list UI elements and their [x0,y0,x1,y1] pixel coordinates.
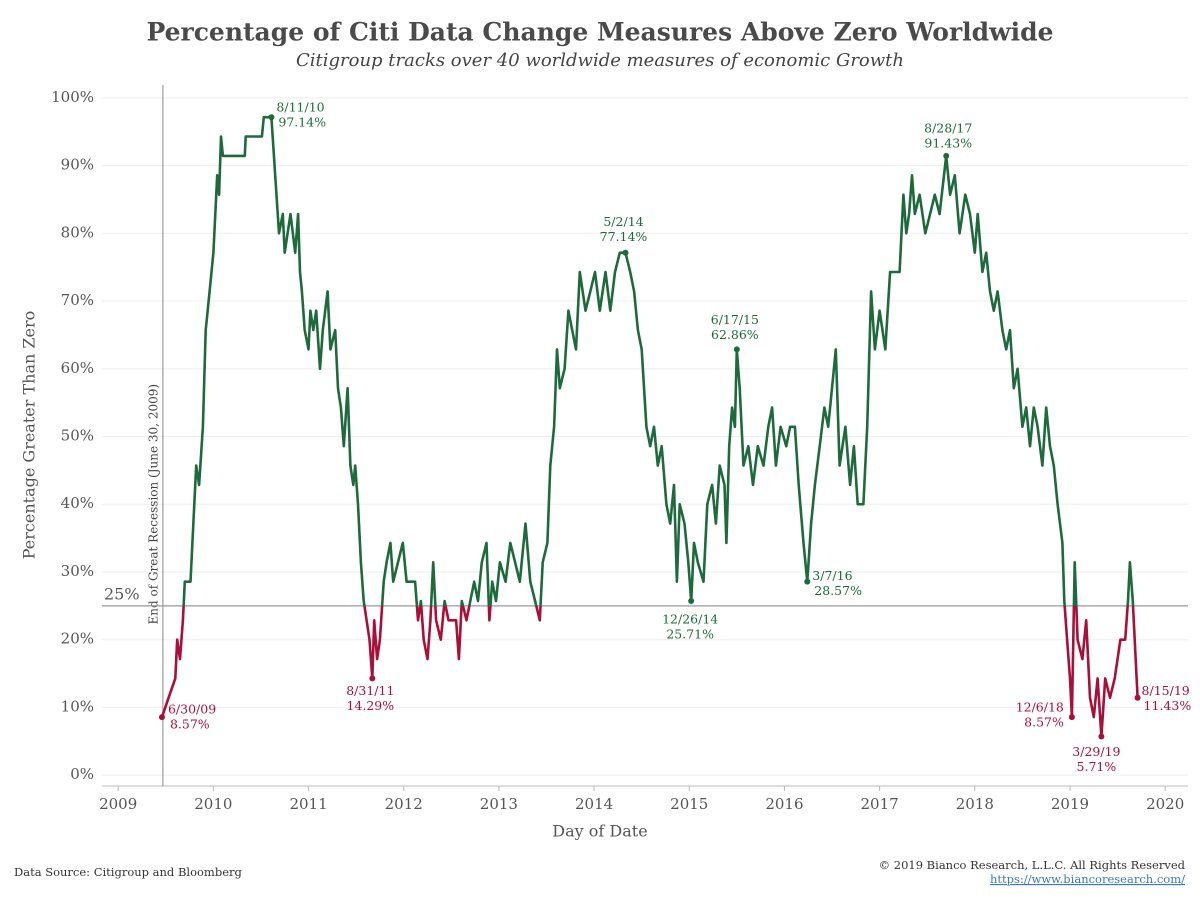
threshold-label: 25% [104,584,140,603]
annotation-value: 25.71% [666,627,714,642]
annotation-dot [268,114,275,121]
annotation-date: 3/7/16 [812,568,852,583]
chart-title: Percentage of Citi Data Change Measures … [146,18,1053,47]
annotation-date: 8/28/17 [924,120,972,135]
annotation-dot [943,152,950,159]
y-tick-label: 70% [61,291,94,309]
annotation-value: 91.43% [924,135,972,150]
annotation-dot [158,714,165,721]
y-tick-label: 90% [61,156,94,174]
y-tick-label: 60% [61,359,94,377]
annotation-dot [622,249,629,256]
annotation-date: 12/26/14 [662,612,718,627]
annotation-value: 8.57% [170,717,210,732]
x-axis-label: Day of Date [552,822,647,841]
annotation-date: 8/11/10 [276,100,324,115]
annotation-date: 6/30/09 [168,702,216,717]
source-note: Data Source: Citigroup and Bloomberg [14,865,242,879]
annotation-dot [733,346,740,353]
x-tick-label: 2010 [194,795,232,813]
x-tick-label: 2014 [575,795,613,813]
x-tick-label: 2018 [956,795,994,813]
annotation-value: 62.86% [711,327,759,342]
x-tick-label: 2013 [480,795,518,813]
annotation-date: 6/17/15 [711,312,759,327]
annotation-dot [369,675,376,682]
annotation-date: 8/15/19 [1142,683,1190,698]
annotation-dot [1098,733,1105,740]
y-tick-label: 20% [61,630,94,648]
reference-label: End of Great Recession (June 30, 2009) [146,384,160,625]
annotation-date: 8/31/11 [346,683,394,698]
y-axis-label: Percentage Greater Than Zero [20,311,39,560]
annotation-value: 97.14% [278,115,326,130]
x-tick-label: 2016 [765,795,803,813]
y-tick-label: 0% [70,765,94,783]
annotation-value: 5.71% [1077,759,1117,774]
x-tick-label: 2019 [1051,795,1089,813]
annotation-dot [804,578,811,585]
annotation-dot [1134,694,1141,701]
x-tick-label: 2011 [289,795,327,813]
y-tick-label: 30% [61,562,94,580]
website-link[interactable]: https://www.biancoresearch.com/ [990,872,1185,886]
annotation-value: 11.43% [1144,698,1192,713]
x-tick-label: 2017 [861,795,899,813]
y-tick-label: 80% [61,223,94,241]
data-line [160,115,1139,738]
annotation-date: 3/29/19 [1072,744,1120,759]
annotation-dot [1068,714,1075,721]
chart-subtitle: Citigroup tracks over 40 worldwide measu… [296,50,904,71]
annotation-value: 28.57% [814,583,862,598]
copyright: © 2019 Bianco Research, L.L.C. All Right… [879,858,1186,872]
x-tick-label: 2012 [385,795,423,813]
y-tick-label: 50% [61,427,94,445]
annotation-value: 8.57% [1024,715,1064,730]
x-tick-label: 2009 [99,795,137,813]
annotation-value: 77.14% [600,229,648,244]
annotation-dot [688,598,695,605]
y-tick-label: 100% [51,88,94,106]
x-tick-label: 2015 [670,795,708,813]
x-tick-label: 2020 [1146,795,1184,813]
annotation-date: 12/6/18 [1016,700,1064,715]
y-tick-label: 10% [61,697,94,715]
annotation-value: 14.29% [346,698,394,713]
y-tick-label: 40% [61,494,94,512]
annotation-date: 5/2/14 [603,214,643,229]
